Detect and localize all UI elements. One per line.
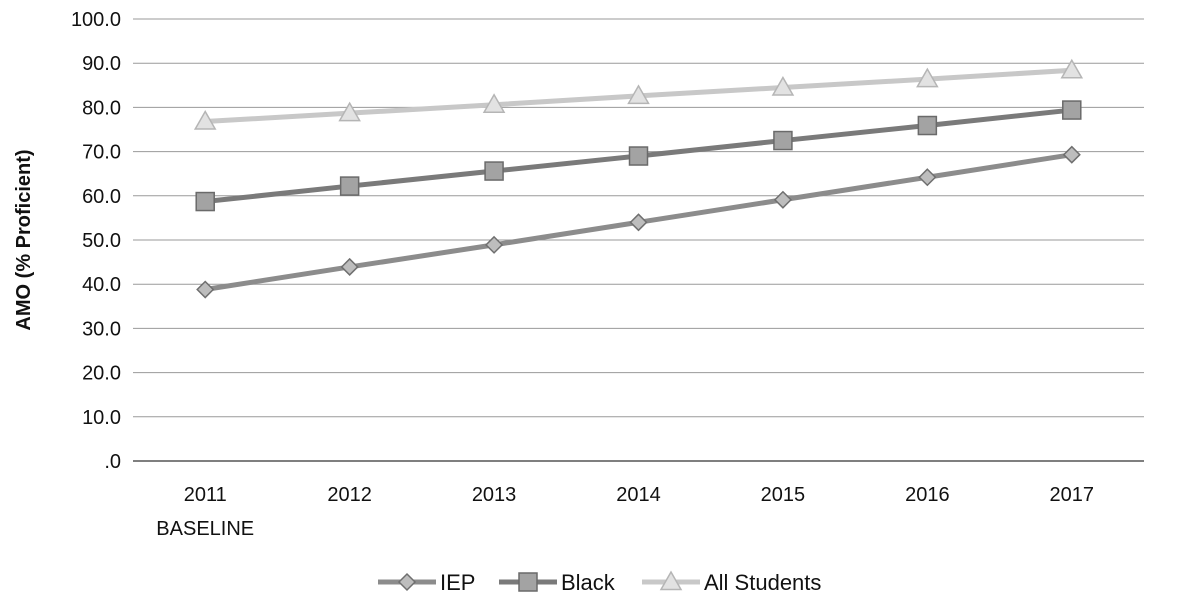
y-tick-label: 50.0	[82, 230, 121, 252]
x-tick-label: 2015	[761, 484, 806, 506]
data-point-all-students	[1060, 58, 1084, 79]
x-tick-label: 2012	[327, 484, 372, 506]
y-axis-title: AMO (% Proficient)	[13, 149, 35, 330]
series-group	[193, 58, 1084, 299]
data-point-black	[773, 130, 793, 151]
series-black	[195, 100, 1082, 212]
legend: IEP Black All Students	[378, 570, 821, 595]
data-point-iep	[918, 168, 937, 187]
data-point-iep	[773, 190, 792, 209]
y-tick-label: 10.0	[82, 407, 121, 429]
legend-item-all-students: All Students	[642, 570, 821, 595]
x-tick-label: 2016	[905, 484, 950, 506]
series-iep	[196, 145, 1081, 299]
legend-item-black: Black	[499, 570, 616, 595]
y-tick-label: 30.0	[82, 318, 121, 340]
legend-swatch-marker	[518, 572, 538, 592]
legend-item-iep: IEP	[378, 570, 475, 595]
legend-swatch-marker	[659, 570, 683, 591]
data-point-iep	[340, 257, 359, 277]
data-point-iep	[629, 213, 648, 232]
data-point-iep	[485, 235, 504, 254]
legend-label: All Students	[704, 570, 821, 595]
y-tick-label: 70.0	[82, 142, 121, 164]
x-tick-label: 2013	[472, 484, 517, 506]
y-tick-label: 20.0	[82, 363, 121, 385]
legend-label: Black	[561, 570, 616, 595]
y-tick-label: 40.0	[82, 274, 121, 296]
x-tick-label: 2011	[184, 484, 227, 506]
data-point-all-students	[916, 67, 939, 88]
data-point-all-students	[771, 75, 795, 96]
data-point-all-students	[193, 110, 217, 130]
gridlines	[133, 18, 1144, 462]
data-point-black	[917, 115, 938, 136]
y-tick-label: 100.0	[71, 9, 121, 31]
series-all-students	[193, 58, 1084, 130]
data-point-all-students	[627, 84, 650, 105]
data-point-iep	[196, 280, 215, 299]
data-point-black	[628, 146, 649, 166]
y-tick-label: .0	[104, 451, 121, 473]
data-point-black	[195, 191, 215, 212]
legend-label: IEP	[440, 570, 475, 595]
x-tick-label: 2014	[616, 484, 661, 506]
y-axis-ticks: .0 10.0 20.0 30.0 40.0 50.0 60.0 70.0 80.0 90.0 10…	[71, 9, 121, 473]
x-tick-label: 2017	[1050, 484, 1095, 506]
y-tick-label: 90.0	[82, 53, 121, 75]
legend-swatch-marker	[397, 572, 417, 592]
x-axis-ticks: 2011 BASELINE 2012 2013 2014 2015 2016 2017	[156, 484, 1094, 540]
data-point-black	[339, 176, 360, 196]
data-point-all-students	[338, 101, 361, 122]
data-point-black	[484, 161, 504, 181]
x-tick-sublabel: BASELINE	[156, 518, 254, 540]
data-point-iep	[1062, 145, 1081, 164]
y-tick-label: 80.0	[82, 97, 121, 119]
data-point-black	[1062, 100, 1082, 120]
data-point-all-students	[482, 93, 506, 113]
y-tick-label: 60.0	[82, 186, 121, 208]
